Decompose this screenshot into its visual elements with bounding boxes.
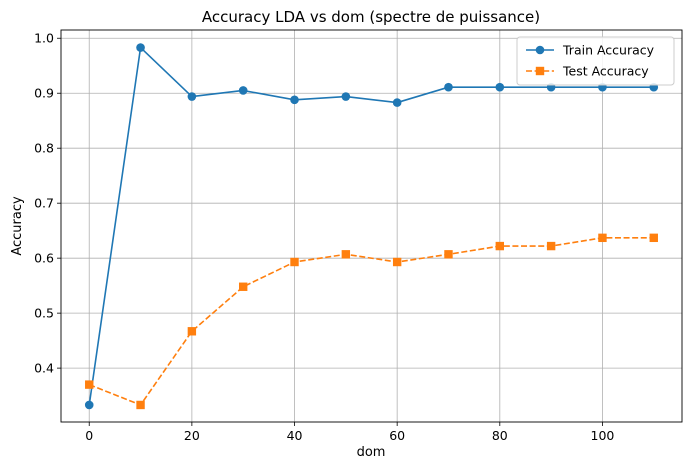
y-tick-label: 0.8: [34, 141, 54, 156]
data-point: [341, 250, 351, 259]
y-tick-label: 0.5: [34, 306, 54, 321]
x-tick-label: 60: [389, 428, 405, 443]
x-axis-label: dom: [357, 445, 386, 460]
data-point: [136, 43, 145, 52]
legend-label: Test Accuracy: [562, 64, 649, 79]
data-point: [495, 241, 505, 251]
y-tick-label: 0.6: [34, 251, 54, 266]
data-point: [649, 233, 658, 243]
legend-marker: [535, 66, 545, 76]
y-tick-label: 0.7: [34, 196, 54, 211]
series-layer: [84, 43, 659, 410]
x-tick-label: 0: [85, 428, 93, 443]
legend-box: [516, 36, 675, 86]
data-point: [392, 98, 402, 107]
data-point: [290, 95, 299, 105]
ticks: 0 20 40 60 80 100 0.4 0.5 0.6 0.7 0.8 0.9 1.0: [34, 31, 614, 443]
x-tick-label: 40: [287, 428, 303, 443]
data-point: [444, 250, 453, 259]
data-point: [392, 257, 402, 267]
data-point: [238, 282, 248, 291]
data-point: [84, 400, 94, 410]
data-point: [290, 257, 299, 267]
legend-label: Train Accuracy: [562, 43, 655, 58]
series-line-1: [88, 46, 654, 406]
data-point: [85, 380, 94, 389]
y-tick-label: 0.9: [34, 86, 54, 101]
data-point: [341, 92, 351, 101]
legend-marker: [535, 45, 545, 55]
x-tick-label: 80: [492, 428, 508, 443]
series-line-2: [88, 237, 654, 406]
grid: [61, 30, 682, 422]
data-point: [444, 82, 453, 92]
data-point: [238, 86, 248, 95]
x-tick-label: 100: [591, 428, 615, 443]
data-point: [187, 327, 197, 336]
plot-frame: [60, 29, 683, 423]
chart-title: Accuracy LDA vs dom (spectre de puissanc…: [202, 8, 540, 26]
y-tick-label: 0.4: [34, 361, 54, 376]
data-point: [546, 241, 556, 251]
legend: Train Accuracy Test Accuracy: [516, 36, 675, 86]
y-tick-label: 1.0: [34, 31, 54, 46]
data-point: [187, 92, 197, 101]
x-tick-label: 20: [184, 428, 200, 443]
data-point: [598, 233, 607, 243]
data-point: [136, 400, 145, 410]
y-axis-label: Accuracy: [10, 196, 25, 256]
data-point: [495, 82, 505, 92]
